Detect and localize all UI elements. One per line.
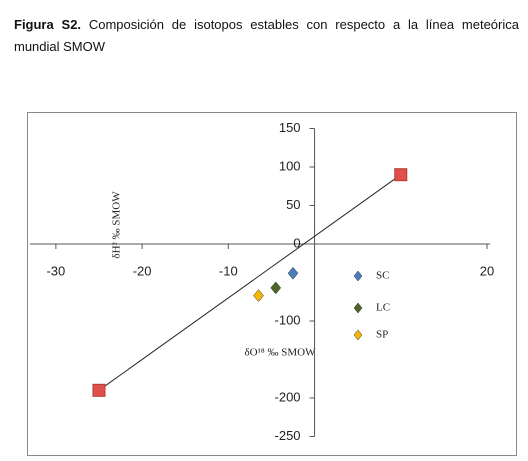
plot-frame xyxy=(27,112,517,456)
caption: Figura S2. Composición de isotopos estab… xyxy=(14,14,519,58)
y-tick-label: 100 xyxy=(279,158,301,173)
caption-text: Composición de isotopos estables con res… xyxy=(14,17,519,54)
point xyxy=(287,266,299,280)
caption-label: Figura S2. xyxy=(14,17,82,32)
legend-marker xyxy=(353,329,363,341)
y-axis-label: δH² ‰ SMOW xyxy=(111,191,123,259)
legend-marker xyxy=(353,270,363,282)
point xyxy=(394,168,408,182)
point xyxy=(92,383,106,397)
x-tick-label: 20 xyxy=(480,263,494,278)
x-tick-label: -10 xyxy=(219,263,238,278)
y-tick-label: -250 xyxy=(275,428,301,443)
x-tick-label: -20 xyxy=(133,263,152,278)
point xyxy=(253,289,264,302)
meteoric-line xyxy=(98,174,402,391)
y-tick-label: -200 xyxy=(275,389,301,404)
y-tick-label: 0 xyxy=(293,235,300,250)
y-tick-label: 150 xyxy=(279,120,301,135)
legend-label: SC xyxy=(376,270,389,282)
point xyxy=(270,281,282,295)
x-tick-label: -30 xyxy=(46,263,65,278)
legend-marker xyxy=(353,302,363,314)
legend-label: LC xyxy=(376,302,390,314)
legend-label: SP xyxy=(376,329,388,341)
y-tick-label: 50 xyxy=(286,197,300,212)
x-axis-label: δO¹⁸ ‰ SMOW xyxy=(245,347,317,359)
y-tick-label: -100 xyxy=(275,312,301,327)
